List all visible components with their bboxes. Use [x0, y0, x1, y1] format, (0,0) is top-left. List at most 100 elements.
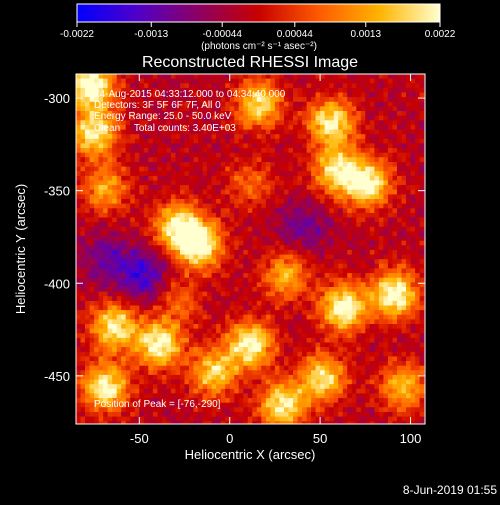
heatmap-cell	[185, 167, 190, 172]
heatmap-cell	[117, 264, 122, 269]
heatmap-cell	[203, 241, 208, 246]
heatmap-cell	[176, 255, 181, 260]
heatmap-cell	[266, 245, 271, 250]
heatmap-cell	[275, 296, 280, 301]
heatmap-cell	[397, 245, 402, 250]
heatmap-cell	[248, 356, 253, 361]
heatmap-cell	[203, 167, 208, 172]
heatmap-cell	[343, 287, 348, 292]
heatmap-cell	[347, 333, 352, 338]
heatmap-cell	[207, 315, 212, 320]
heatmap-cell	[298, 204, 303, 209]
heatmap-cell	[194, 236, 199, 241]
heatmap-cell	[189, 324, 194, 329]
heatmap-cell	[171, 157, 176, 162]
heatmap-cell	[402, 278, 407, 283]
heatmap-cell	[234, 329, 239, 334]
heatmap-cell	[347, 218, 352, 223]
heatmap-cell	[243, 106, 248, 111]
heatmap-cell	[293, 116, 298, 121]
heatmap-cell	[108, 231, 113, 236]
heatmap-cell	[320, 208, 325, 213]
heatmap-cell	[103, 264, 108, 269]
heatmap-cell	[239, 259, 244, 264]
heatmap-cell	[356, 120, 361, 125]
heatmap-cell	[383, 361, 388, 366]
heatmap-cell	[176, 199, 181, 204]
heatmap-cell	[261, 278, 266, 283]
heatmap-cell	[429, 134, 434, 139]
heatmap-cell	[270, 278, 275, 283]
heatmap-cell	[135, 296, 140, 301]
heatmap-cell	[406, 231, 411, 236]
heatmap-cell	[221, 241, 226, 246]
heatmap-cell	[383, 296, 388, 301]
heatmap-cell	[180, 255, 185, 260]
heatmap-cell	[221, 347, 226, 352]
heatmap-cell	[157, 176, 162, 181]
heatmap-cell	[108, 134, 113, 139]
heatmap-cell	[393, 236, 398, 241]
heatmap-cell	[388, 194, 393, 199]
heatmap-cell	[126, 190, 131, 195]
heatmap-cell	[293, 273, 298, 278]
heatmap-cell	[334, 176, 339, 181]
heatmap-cell	[239, 329, 244, 334]
heatmap-cell	[307, 204, 312, 209]
heatmap-cell	[298, 88, 303, 93]
heatmap-cell	[144, 329, 149, 334]
heatmap-cell	[266, 181, 271, 186]
heatmap-cell	[239, 153, 244, 158]
heatmap-cell	[329, 338, 334, 343]
heatmap-cell	[411, 268, 416, 273]
heatmap-cell	[108, 301, 113, 306]
heatmap-cell	[225, 324, 230, 329]
heatmap-cell	[144, 310, 149, 315]
heatmap-cell	[121, 148, 126, 153]
heatmap-cell	[343, 361, 348, 366]
heatmap-cell	[365, 292, 370, 297]
heatmap-cell	[365, 296, 370, 301]
heatmap-cell	[383, 120, 388, 125]
heatmap-cell	[130, 352, 135, 357]
heatmap-cell	[144, 268, 149, 273]
heatmap-cell	[302, 361, 307, 366]
heatmap-cell	[81, 134, 86, 139]
heatmap-cell	[130, 338, 135, 343]
heatmap-cell	[266, 250, 271, 255]
heatmap-cell	[207, 292, 212, 297]
heatmap-cell	[302, 116, 307, 121]
heatmap-cell	[257, 171, 262, 176]
heatmap-cell	[320, 259, 325, 264]
heatmap-cell	[266, 343, 271, 348]
heatmap-cell	[112, 171, 117, 176]
heatmap-cell	[356, 222, 361, 227]
heatmap-cell	[284, 278, 289, 283]
heatmap-cell	[194, 324, 199, 329]
heatmap-cell	[99, 264, 104, 269]
heatmap-cell	[139, 250, 144, 255]
heatmap-cell	[406, 143, 411, 148]
heatmap-cell	[189, 227, 194, 232]
heatmap-cell	[94, 338, 99, 343]
heatmap-cell	[194, 181, 199, 186]
heatmap-cell	[157, 241, 162, 246]
heatmap-cell	[203, 361, 208, 366]
heatmap-cell	[429, 333, 434, 338]
heatmap-cell	[85, 250, 90, 255]
heatmap-cell	[402, 338, 407, 343]
heatmap-cell	[221, 102, 226, 107]
heatmap-cell	[135, 259, 140, 264]
heatmap-cell	[334, 120, 339, 125]
heatmap-cell	[298, 259, 303, 264]
heatmap-cell	[343, 153, 348, 158]
heatmap-cell	[76, 176, 81, 181]
heatmap-cell	[402, 268, 407, 273]
heatmap-cell	[135, 162, 140, 167]
heatmap-cell	[198, 171, 203, 176]
heatmap-cell	[162, 306, 167, 311]
heatmap-cell	[316, 83, 321, 88]
heatmap-cell	[243, 268, 248, 273]
heatmap-cell	[261, 255, 266, 260]
heatmap-cell	[379, 264, 384, 269]
